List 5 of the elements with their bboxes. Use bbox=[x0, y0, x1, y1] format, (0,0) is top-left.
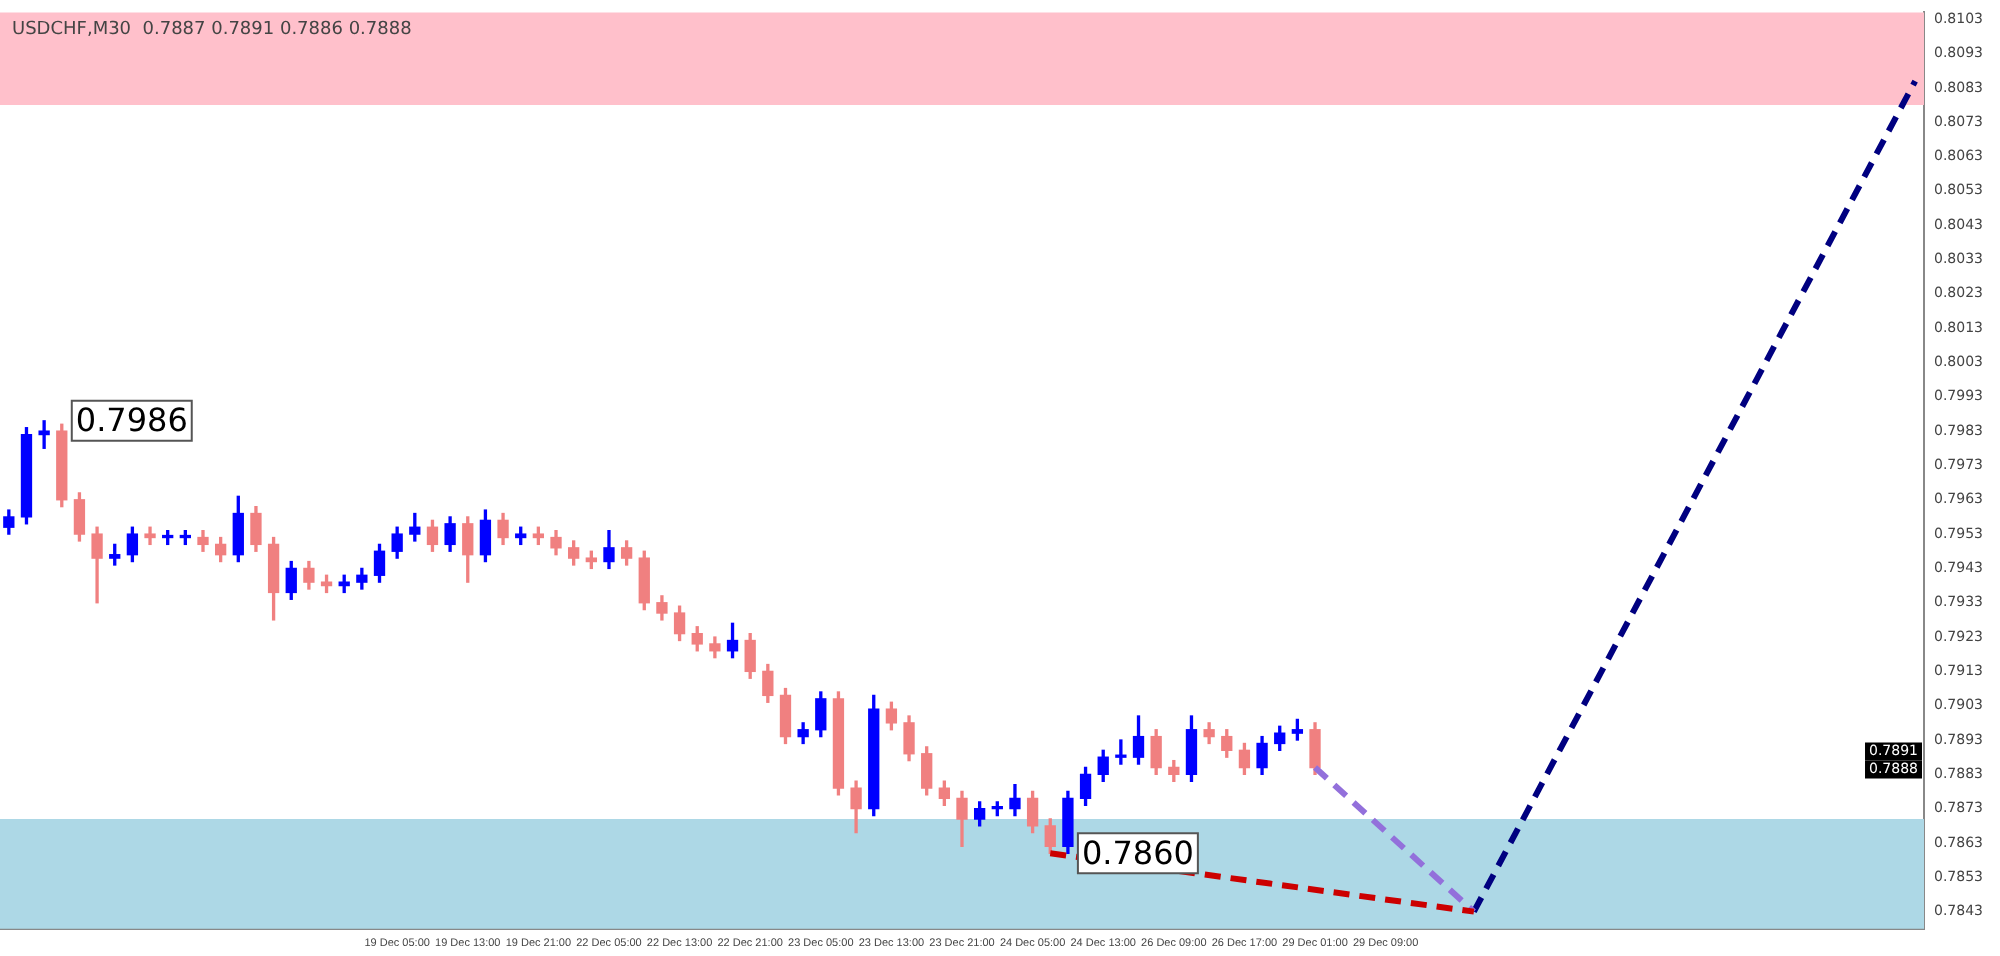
annotation: 0.7860 bbox=[1081, 833, 1194, 872]
text: USDCHF,M30 0.7887 0.7891 0.7886 0.7888 bbox=[12, 20, 413, 41]
candlestick bbox=[38, 420, 50, 449]
annotation: 0.7986 bbox=[75, 401, 188, 440]
candlestick bbox=[1115, 739, 1127, 765]
